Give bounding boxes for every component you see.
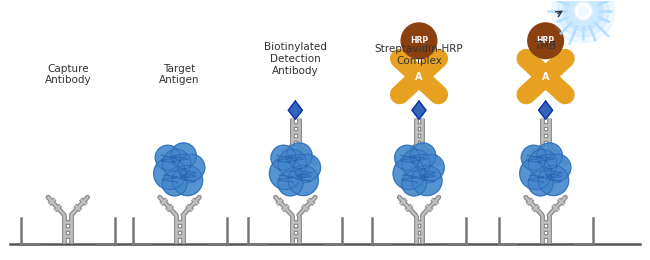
Circle shape — [544, 154, 571, 181]
Circle shape — [521, 145, 546, 170]
Polygon shape — [289, 101, 302, 119]
Circle shape — [294, 154, 320, 181]
Circle shape — [528, 23, 564, 58]
Circle shape — [269, 158, 302, 190]
Circle shape — [528, 150, 557, 178]
Circle shape — [153, 158, 186, 190]
Circle shape — [278, 150, 307, 178]
Circle shape — [287, 143, 312, 168]
Circle shape — [395, 145, 420, 170]
Circle shape — [402, 150, 430, 178]
Circle shape — [271, 145, 296, 170]
Text: Capture
Antibody: Capture Antibody — [44, 64, 91, 86]
Circle shape — [402, 171, 426, 196]
Text: A: A — [542, 72, 549, 82]
Circle shape — [564, 0, 603, 31]
Polygon shape — [539, 101, 552, 119]
Circle shape — [528, 171, 553, 196]
Circle shape — [573, 1, 593, 21]
Circle shape — [288, 165, 318, 196]
Circle shape — [411, 165, 442, 196]
Text: HRP: HRP — [536, 36, 554, 45]
Circle shape — [172, 165, 203, 196]
Text: A: A — [415, 72, 423, 82]
Polygon shape — [412, 101, 426, 119]
Circle shape — [178, 154, 205, 181]
Circle shape — [537, 143, 562, 168]
Circle shape — [393, 158, 425, 190]
Circle shape — [578, 6, 588, 16]
Circle shape — [533, 64, 558, 89]
Circle shape — [278, 171, 303, 196]
Circle shape — [417, 154, 444, 181]
Text: Streptavidin-HRP
Complex: Streptavidin-HRP Complex — [374, 44, 463, 66]
Circle shape — [538, 165, 569, 196]
Text: Biotinylated
Detection
Antibody: Biotinylated Detection Antibody — [264, 42, 327, 76]
Circle shape — [162, 150, 191, 178]
Text: TMB: TMB — [534, 41, 557, 51]
Circle shape — [401, 23, 437, 58]
Circle shape — [558, 0, 609, 37]
Circle shape — [410, 143, 436, 168]
Circle shape — [568, 0, 598, 26]
Circle shape — [155, 145, 180, 170]
Text: HRP: HRP — [410, 36, 428, 45]
Circle shape — [575, 3, 591, 19]
Circle shape — [406, 64, 432, 89]
Circle shape — [520, 158, 552, 190]
Circle shape — [162, 171, 187, 196]
Circle shape — [552, 0, 615, 43]
Text: Target
Antigen: Target Antigen — [159, 64, 200, 86]
Circle shape — [171, 143, 196, 168]
